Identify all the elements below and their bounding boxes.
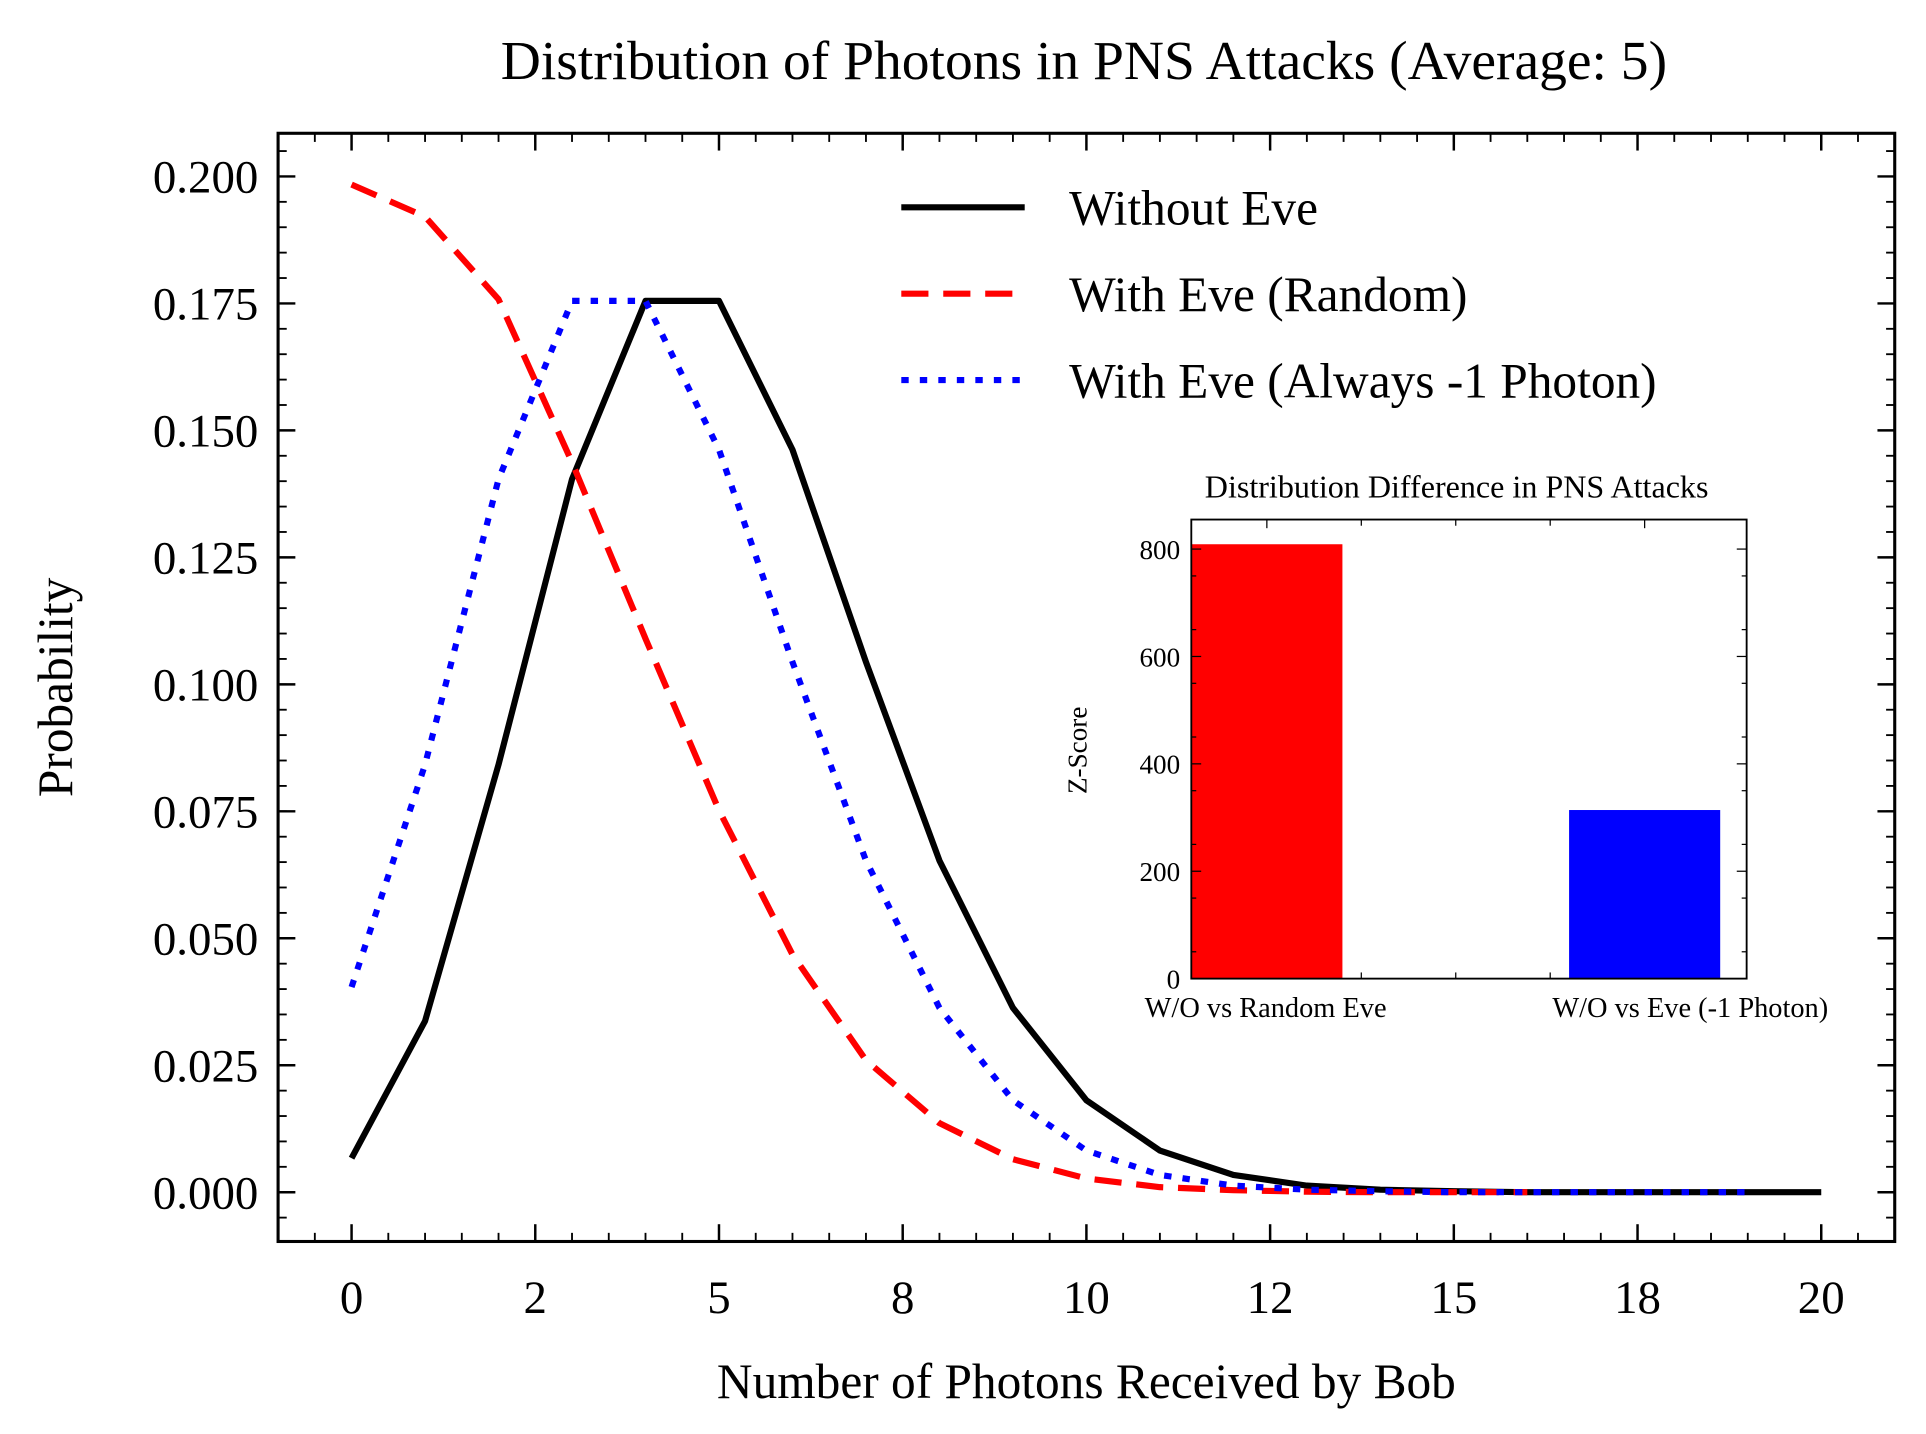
x-tick-label: 12 (1247, 1272, 1294, 1324)
x-tick-label: 18 (1614, 1272, 1661, 1324)
y-tick-label: 0.175 (153, 278, 258, 330)
inset-title: Distribution Difference in PNS Attacks (1205, 468, 1709, 504)
legend-label-0: Without Eve (1069, 181, 1318, 236)
y-tick-label: 0.050 (153, 913, 258, 965)
inset-y-tick-label: 800 (1140, 535, 1181, 565)
series-line-2 (348, 297, 1748, 1196)
bar-0 (1191, 544, 1343, 979)
y-tick-label: 0.025 (153, 1040, 258, 1092)
x-tick-label: 0 (340, 1272, 363, 1324)
x-tick-label: 8 (891, 1272, 914, 1324)
x-tick-label: 15 (1430, 1272, 1477, 1324)
series-line-1 (350, 181, 1528, 1196)
inset-y-tick-label: 200 (1140, 857, 1181, 887)
inset-x-tick-label: W/O vs Random Eve (1145, 993, 1387, 1024)
x-tick-label: 2 (524, 1272, 547, 1324)
inset-y-tick-label: 400 (1140, 750, 1181, 780)
inset-y-axis-label: Z-Score (1062, 707, 1092, 794)
chart-title: Distribution of Photons in PNS Attacks (… (501, 31, 1667, 92)
main-axis-ticks: 0 2 5 8 10 12 15 18 20 0.000 0.025 0.050 0.075 0.100 0… (153, 133, 1895, 1324)
inset-bar-chart: W/O vs Random Eve W/O vs Eve (-1 Photon) 0… (1140, 519, 1828, 1024)
y-axis-label: Probability (28, 577, 83, 797)
legend-label-1: With Eve (Random) (1069, 267, 1467, 322)
main-plot-frame (276, 131, 1897, 1244)
inset-y-tick-label: 0 (1167, 964, 1181, 994)
y-tick-label: 0.150 (153, 405, 258, 457)
y-tick-label: 0.100 (153, 659, 258, 711)
x-axis-label: Number of Photons Received by Bob (717, 1354, 1456, 1409)
x-tick-label: 10 (1063, 1272, 1110, 1324)
x-tick-label: 20 (1798, 1272, 1845, 1324)
y-tick-label: 0.000 (153, 1167, 258, 1219)
inset-y-tick-label: 600 (1140, 642, 1181, 672)
bar-1 (1569, 810, 1721, 979)
y-tick-label: 0.125 (153, 532, 258, 584)
inset-x-tick-label: W/O vs Eve (-1 Photon) (1552, 993, 1828, 1024)
x-tick-label: 5 (707, 1272, 730, 1324)
y-tick-label: 0.075 (153, 786, 258, 838)
main-series-lines (348, 181, 1822, 1196)
y-tick-label: 0.200 (153, 151, 258, 203)
inset-plot-frame (1190, 518, 1748, 980)
legend: Without Eve With Eve (Random) With Eve (Al… (901, 181, 1657, 408)
legend-label-2: With Eve (Always -1 Photon) (1069, 353, 1657, 408)
